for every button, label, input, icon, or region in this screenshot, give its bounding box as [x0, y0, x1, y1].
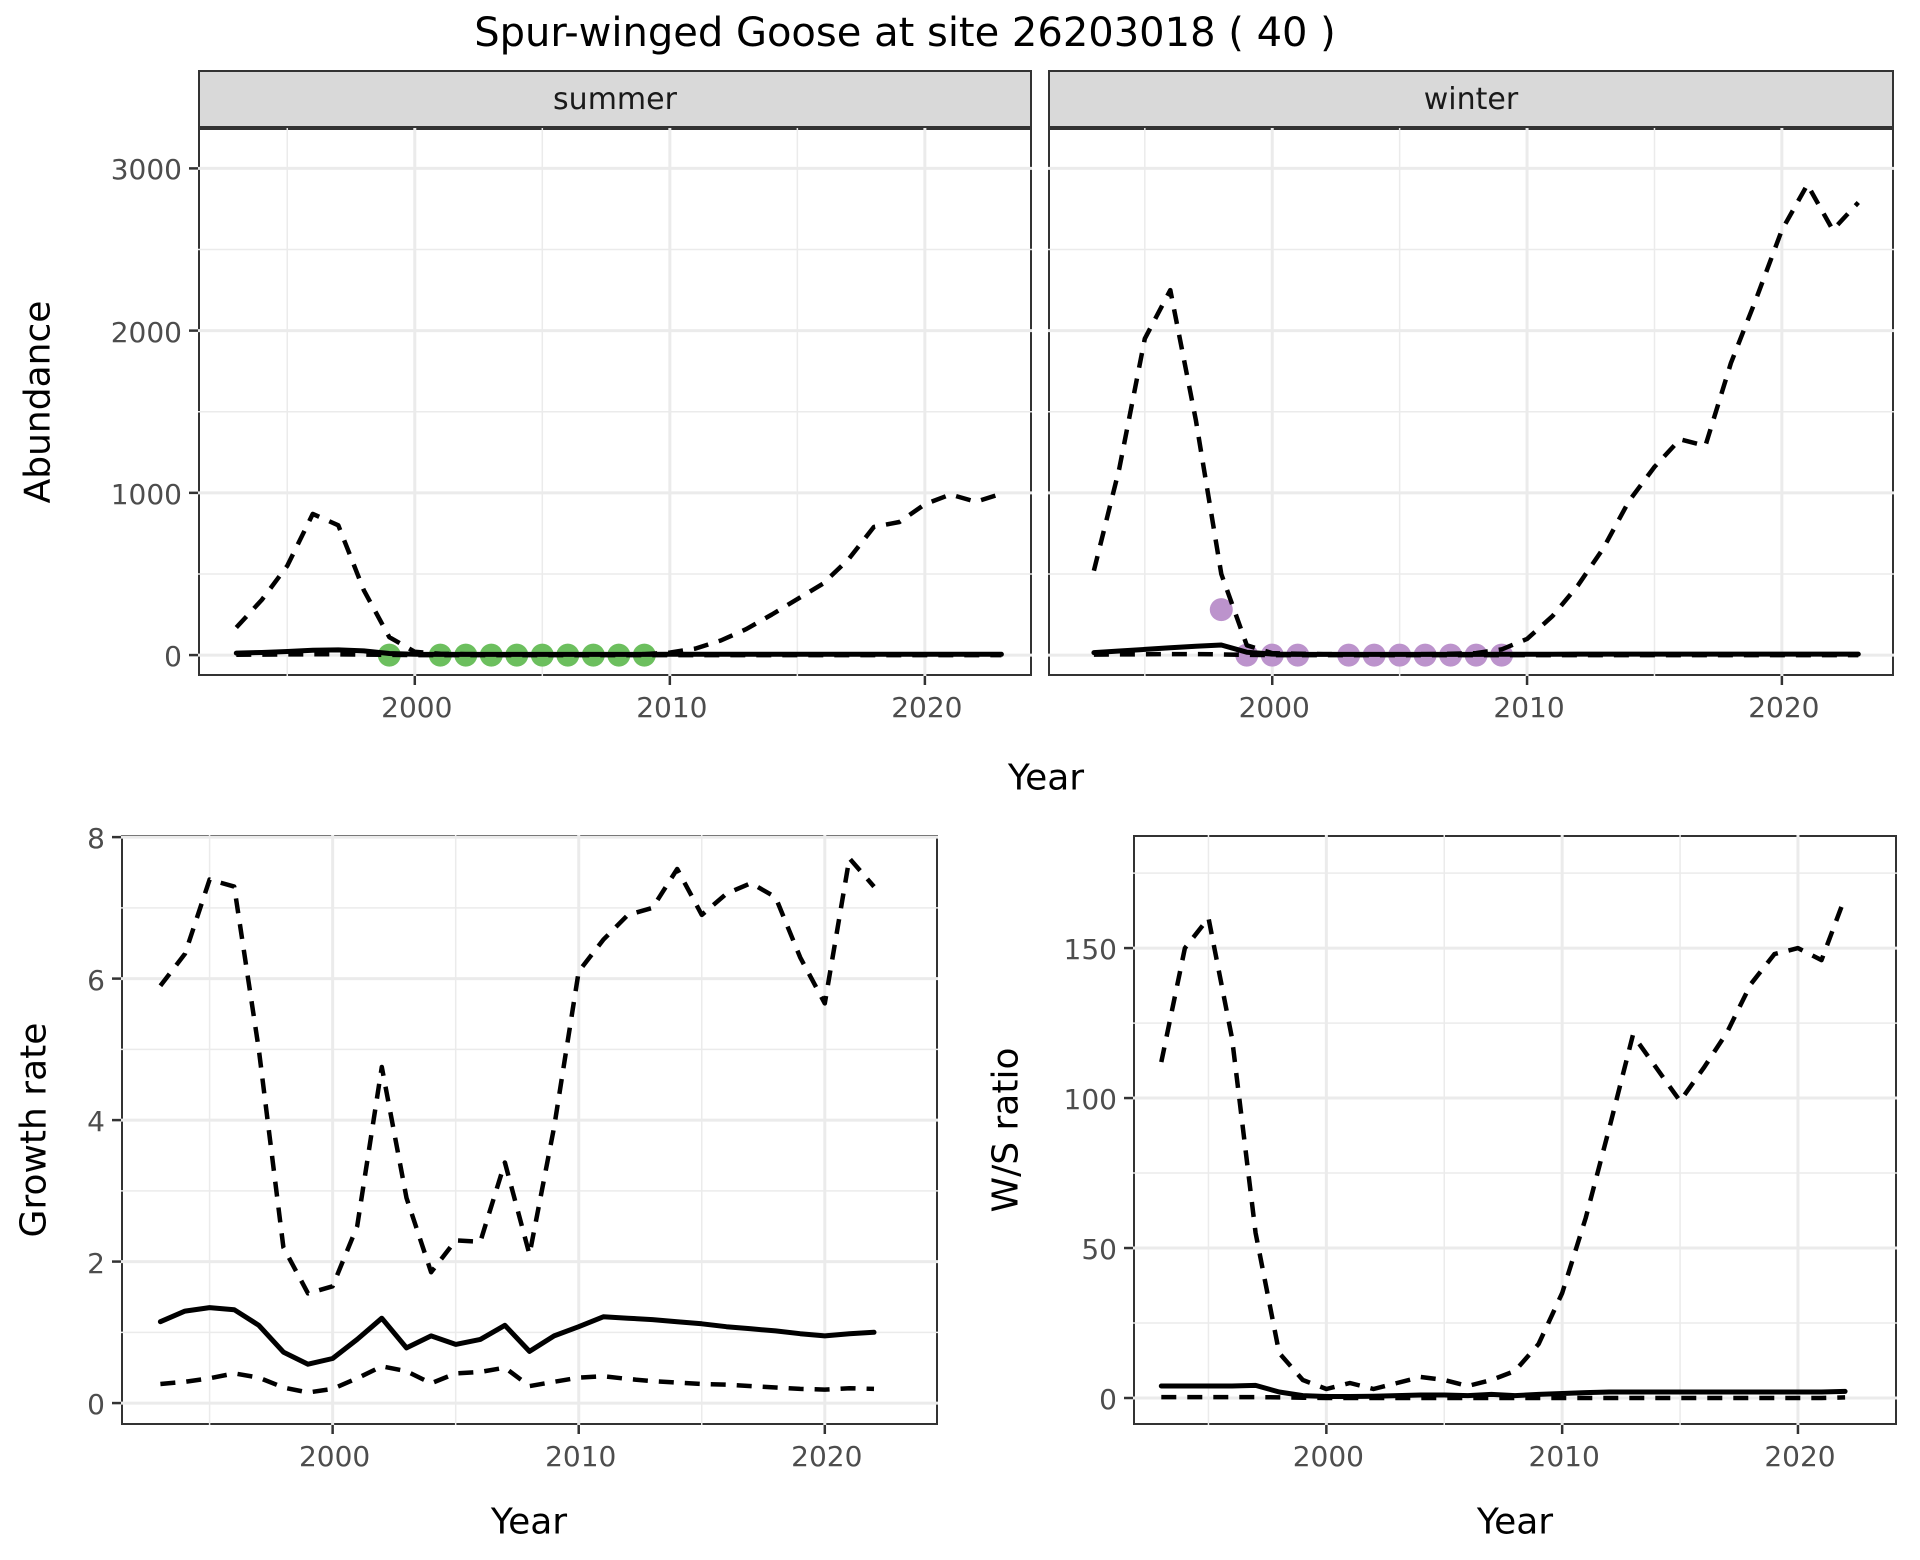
plot-title: Spur-winged Goose at site 26203018 ( 40 …	[474, 10, 1336, 56]
series-estimate	[233, 647, 1004, 657]
chart-canvas-ws-ratio	[1124, 835, 1897, 1434]
facet-strip-winter-label: winter	[1423, 81, 1519, 117]
x-tick-label: 2020	[891, 691, 963, 724]
chart-panel-growth-rate: 2000 2010 2020 0 2 4 6 8	[87, 825, 938, 1471]
y-tick-label: 150	[1063, 933, 1117, 967]
y-tick-label: 2	[87, 1246, 105, 1280]
x-axis-title-year-bottom-right: Year	[1476, 1501, 1554, 1543]
series-estimate	[1158, 1382, 1848, 1399]
x-tick-label: 2010	[636, 691, 708, 724]
x-tick-label: 2000	[1238, 691, 1310, 724]
chart-panel-abundance-summer: 2000 2010 2020 0 1000 2000 3000	[111, 128, 1032, 722]
x-tick-label: 2000	[381, 691, 453, 724]
x-axis-title-year-top: Year	[1007, 757, 1085, 799]
facet-strip-summer-label: summer	[553, 81, 677, 117]
y-tick-label: 6	[87, 963, 105, 997]
y-tick-label: 50	[1081, 1233, 1117, 1267]
y-tick-label: 2000	[110, 315, 182, 349]
y-tick-label: 0	[87, 1388, 105, 1422]
series-lower_ci	[160, 1364, 875, 1395]
y-tick-label: 0	[164, 640, 182, 674]
y-axis-title-growth-rate: Growth rate	[13, 1022, 55, 1238]
y-axis-title-ws-ratio: W/S ratio	[985, 1047, 1027, 1213]
y-tick-label: 3000	[110, 153, 182, 187]
x-tick-label: 2020	[1764, 1440, 1836, 1473]
series-lower_ci	[1161, 1394, 1846, 1401]
chart-canvas-growth-rate	[112, 835, 938, 1434]
y-tick-label: 8	[87, 822, 105, 856]
facet-strip-winter: winter	[1048, 70, 1894, 128]
chart-canvas-abundance-winter	[1048, 128, 1894, 685]
x-tick-label: 2020	[791, 1440, 863, 1473]
series-upper_ci	[1091, 182, 1860, 657]
facet-strip-summer: summer	[198, 70, 1032, 128]
y-tick-label: 1000	[110, 477, 182, 511]
chart-canvas-abundance-summer	[189, 128, 1032, 685]
x-tick-label: 2000	[298, 1440, 371, 1473]
series-upper_ci	[158, 856, 876, 1296]
x-tick-label: 2020	[1748, 691, 1820, 724]
x-axis-title-year-bottom-left: Year	[490, 1501, 568, 1543]
x-tick-label: 2010	[1493, 691, 1565, 724]
series-estimate	[157, 1305, 877, 1367]
chart-panel-ws-ratio: 2000 2010 2020 0 50 100 150	[1064, 835, 1897, 1471]
x-tick-label: 2000	[1292, 1440, 1364, 1473]
y-tick-label: 100	[1063, 1083, 1117, 1117]
x-tick-label: 2010	[545, 1440, 617, 1473]
y-tick-label: 0	[1099, 1383, 1117, 1416]
series-upper_ci	[1159, 896, 1848, 1392]
x-tick-label: 2010	[1528, 1440, 1600, 1473]
series-estimate	[1091, 642, 1861, 657]
chart-panel-abundance-winter: 2000 2010 2020	[1048, 128, 1894, 722]
y-axis-title-abundance: Abundance	[17, 300, 59, 504]
data-point-observed-counts-winter	[1209, 598, 1233, 622]
y-tick-label: 4	[87, 1105, 105, 1139]
